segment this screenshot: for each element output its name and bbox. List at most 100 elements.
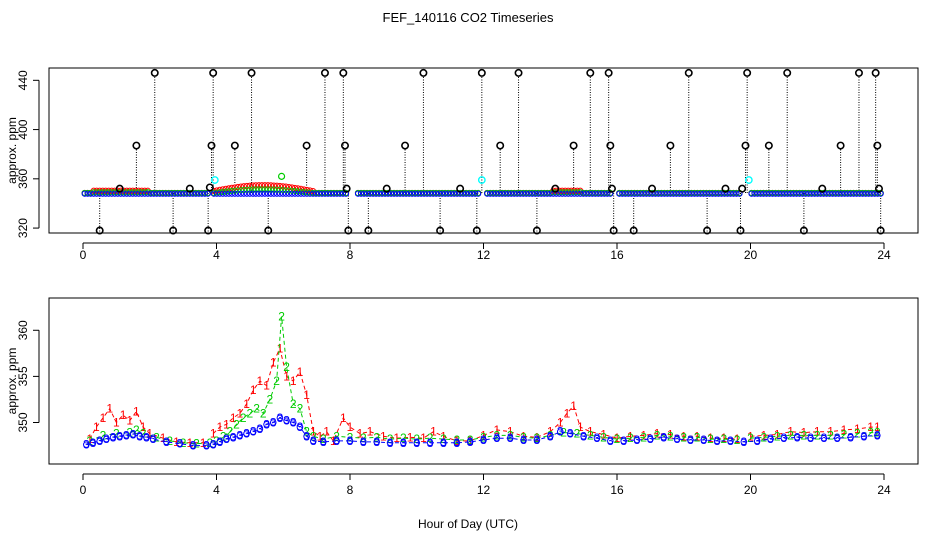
series-3-marker: 3 xyxy=(387,436,394,450)
series-2-marker: 2 xyxy=(193,437,200,451)
series-1-marker: 1 xyxy=(467,434,474,448)
series-2-marker: 2 xyxy=(227,425,234,439)
series-3-point xyxy=(787,190,794,197)
series-3-point xyxy=(168,190,175,197)
outlier-point xyxy=(629,226,638,235)
series-1-marker: 1 xyxy=(547,425,554,439)
series-3-circle xyxy=(874,432,881,439)
series-3-point xyxy=(487,190,494,197)
x-tick-label: 20 xyxy=(744,248,758,262)
outlier-point xyxy=(703,226,712,235)
series-3-point xyxy=(808,190,815,197)
series-2-marker: 2 xyxy=(310,429,317,443)
x-tick-label: 0 xyxy=(80,483,87,497)
series-3-point xyxy=(655,190,662,197)
series-2-marker: 2 xyxy=(427,431,434,445)
series-3-marker: 3 xyxy=(714,434,721,448)
series-3-point xyxy=(484,190,491,197)
series-3-circle xyxy=(700,436,708,444)
series-3-marker: 3 xyxy=(547,429,554,443)
series-3-circle xyxy=(360,438,367,446)
outlier-point xyxy=(169,226,178,235)
cyan-point xyxy=(210,176,219,184)
series-3-point xyxy=(517,190,524,197)
series-1-point xyxy=(288,184,296,191)
series-3-circle xyxy=(289,419,297,426)
series-3-point xyxy=(793,190,800,197)
series-3-point xyxy=(84,190,91,197)
series-2-point xyxy=(246,186,253,193)
series-3-point xyxy=(748,190,755,197)
series-2-point xyxy=(277,172,286,180)
series-1-point xyxy=(276,182,284,190)
series-3-point xyxy=(433,190,440,197)
series-1-marker: 1 xyxy=(761,428,768,442)
series-3-circle xyxy=(673,435,681,443)
series-2-marker: 2 xyxy=(627,431,634,445)
series-1-marker: 1 xyxy=(347,420,354,434)
series-1-marker: 1 xyxy=(854,422,861,436)
series-2-point xyxy=(237,187,244,194)
outlier-point xyxy=(436,226,445,235)
series-3-point xyxy=(640,190,647,197)
series-3-marker: 3 xyxy=(594,431,601,445)
series-3-point xyxy=(324,190,332,197)
series-2-marker: 2 xyxy=(787,428,794,442)
series-3-marker: 3 xyxy=(163,435,170,449)
series-3-circle xyxy=(83,441,90,448)
series-1-point xyxy=(270,182,278,189)
series-3-circle xyxy=(767,435,774,443)
series-1-marker: 1 xyxy=(216,420,223,434)
series-2-point xyxy=(243,186,250,193)
series-3-point xyxy=(469,190,476,197)
series-2-marker: 2 xyxy=(267,392,274,406)
series-3-marker: 3 xyxy=(874,428,881,442)
y-tick-label: 320 xyxy=(16,218,30,238)
x-tick-label: 16 xyxy=(610,483,624,497)
series-3-marker: 3 xyxy=(320,435,327,449)
series-3-marker: 3 xyxy=(83,438,90,452)
series-1-line xyxy=(212,347,738,442)
series-3-point xyxy=(505,190,512,197)
series-1-marker: 1 xyxy=(263,379,270,393)
series-3-point xyxy=(856,190,863,197)
series-3-point xyxy=(523,190,530,197)
outlier-point xyxy=(401,141,410,150)
series-3-point xyxy=(451,190,458,197)
series-3-point xyxy=(790,190,797,197)
series-2-marker: 2 xyxy=(640,430,647,444)
series-3-point xyxy=(730,190,737,197)
series-1-marker: 1 xyxy=(310,425,317,439)
series-3-point xyxy=(544,190,551,197)
series-1-marker: 1 xyxy=(270,356,277,370)
outlier-point xyxy=(477,68,486,77)
series-3-circle xyxy=(633,436,641,444)
series-3-point xyxy=(850,190,857,197)
series-3-marker: 3 xyxy=(310,434,317,448)
series-3-point xyxy=(408,190,416,197)
series-1-marker: 1 xyxy=(587,425,594,439)
series-1-marker: 1 xyxy=(367,425,374,439)
x-tick-label: 12 xyxy=(477,248,491,262)
series-1-marker: 1 xyxy=(297,365,304,379)
series-3-point xyxy=(393,190,401,197)
series-3-circle xyxy=(466,438,474,446)
series-1-point xyxy=(267,182,275,189)
series-3-circle xyxy=(807,434,814,442)
series-3-circle xyxy=(143,433,150,441)
series-3-point xyxy=(511,190,518,197)
series-3-point xyxy=(427,190,434,197)
series-1-point xyxy=(240,183,247,190)
series-3-circle xyxy=(320,438,327,446)
series-3-point xyxy=(156,190,163,197)
series-1-marker: 1 xyxy=(841,423,848,437)
series-3-marker: 3 xyxy=(413,436,420,450)
series-1-point xyxy=(252,182,259,189)
series-3-point xyxy=(165,190,172,197)
y-tick-label: 400 xyxy=(16,119,30,139)
series-2-marker: 2 xyxy=(180,436,187,450)
series-3-marker: 3 xyxy=(807,431,814,445)
series-3-circle xyxy=(556,428,564,436)
series-3-circle xyxy=(249,428,257,436)
series-3-marker: 3 xyxy=(123,428,130,442)
